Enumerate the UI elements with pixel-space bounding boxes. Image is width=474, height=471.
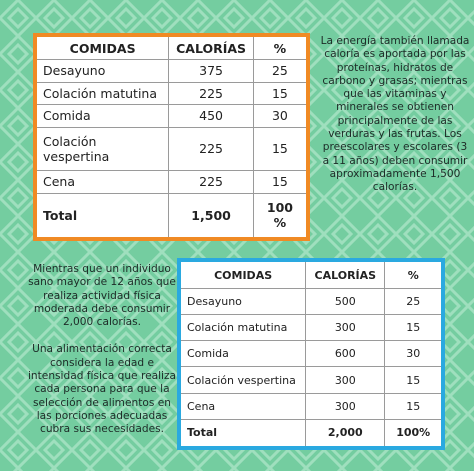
- cell: 2,000: [305, 418, 386, 449]
- calories-table-children: COMIDAS CALORÍAS% Desayuno 375 25 Colación ma…: [33, 33, 310, 241]
- table-row: Colación matutina 225 15: [34, 81, 309, 106]
- cell: Desayuno: [178, 288, 307, 316]
- cell: Total: [34, 192, 170, 240]
- total-row: Total 2,000 100%: [178, 418, 444, 449]
- cell: 25: [252, 59, 309, 83]
- cell: 15: [252, 170, 309, 194]
- cell: 375: [168, 59, 254, 83]
- cell: Colación matutina: [178, 314, 307, 342]
- table-row: Colación matutina 300 15: [178, 314, 444, 342]
- cell: 225: [168, 81, 254, 106]
- cell: 25: [384, 288, 444, 316]
- cell: 225: [168, 170, 254, 194]
- paragraph: Una alimentación correcta considera la e…: [27, 343, 177, 436]
- cell: 30: [252, 104, 309, 128]
- cell: COMIDAS: [34, 34, 170, 61]
- cell: 15: [384, 366, 444, 394]
- cell: 300: [305, 314, 386, 342]
- cell: 100%: [384, 418, 444, 449]
- energy-note: La energía también llamada caloría es ap…: [320, 35, 470, 194]
- cell: Desayuno: [34, 59, 170, 83]
- cell: Comida: [178, 340, 307, 368]
- cell: Comida: [34, 104, 170, 128]
- cell: 15: [252, 126, 309, 172]
- cell: Colación vespertina: [34, 126, 170, 172]
- cell: 15: [252, 81, 309, 106]
- cell: 300: [305, 366, 386, 394]
- table-row: Colación vespertina 225 15: [34, 126, 309, 172]
- cell: 600: [305, 340, 386, 368]
- cell: 225: [168, 126, 254, 172]
- cell: Colación vespertina: [178, 366, 307, 394]
- cell: %: [252, 34, 309, 61]
- cell: 300: [305, 392, 386, 420]
- cell: 100 %: [252, 192, 309, 240]
- calories-table-adults: COMIDAS CALORÍAS% Desayuno 500 25 Colación ma…: [177, 258, 445, 450]
- cell: Total: [178, 418, 307, 449]
- table-row: Cena 300 15: [178, 392, 444, 420]
- cell: CALORÍAS: [305, 259, 386, 290]
- total-row: Total 1,500 100 %: [34, 192, 309, 240]
- table-row: Desayuno 500 25: [178, 288, 444, 316]
- table-row: Comida 450 30: [34, 104, 309, 128]
- paragraph: Mientras que un individuo sano mayor de …: [28, 263, 176, 329]
- cell: CALORÍAS: [168, 34, 254, 61]
- cell: %: [384, 259, 444, 290]
- cell: COMIDAS: [178, 259, 307, 290]
- cell: 1,500: [168, 192, 254, 240]
- header-row: COMIDAS CALORÍAS%: [34, 34, 309, 61]
- cell: 30: [384, 340, 444, 368]
- cell: Cena: [178, 392, 307, 420]
- cell: Cena: [34, 170, 170, 194]
- cell: 500: [305, 288, 386, 316]
- cell: Colación matutina: [34, 81, 170, 106]
- table-row: Desayuno 375 25: [34, 59, 309, 83]
- cell: 15: [384, 314, 444, 342]
- table-row: Comida 600 30: [178, 340, 444, 368]
- table-row: Colación vespertina 300 15: [178, 366, 444, 394]
- adult-note: Mientras que un individuo sano mayor de …: [26, 263, 178, 451]
- cell: 450: [168, 104, 254, 128]
- cell: 15: [384, 392, 444, 420]
- header-row: COMIDAS CALORÍAS%: [178, 259, 444, 290]
- table-row: Cena 225 15: [34, 170, 309, 194]
